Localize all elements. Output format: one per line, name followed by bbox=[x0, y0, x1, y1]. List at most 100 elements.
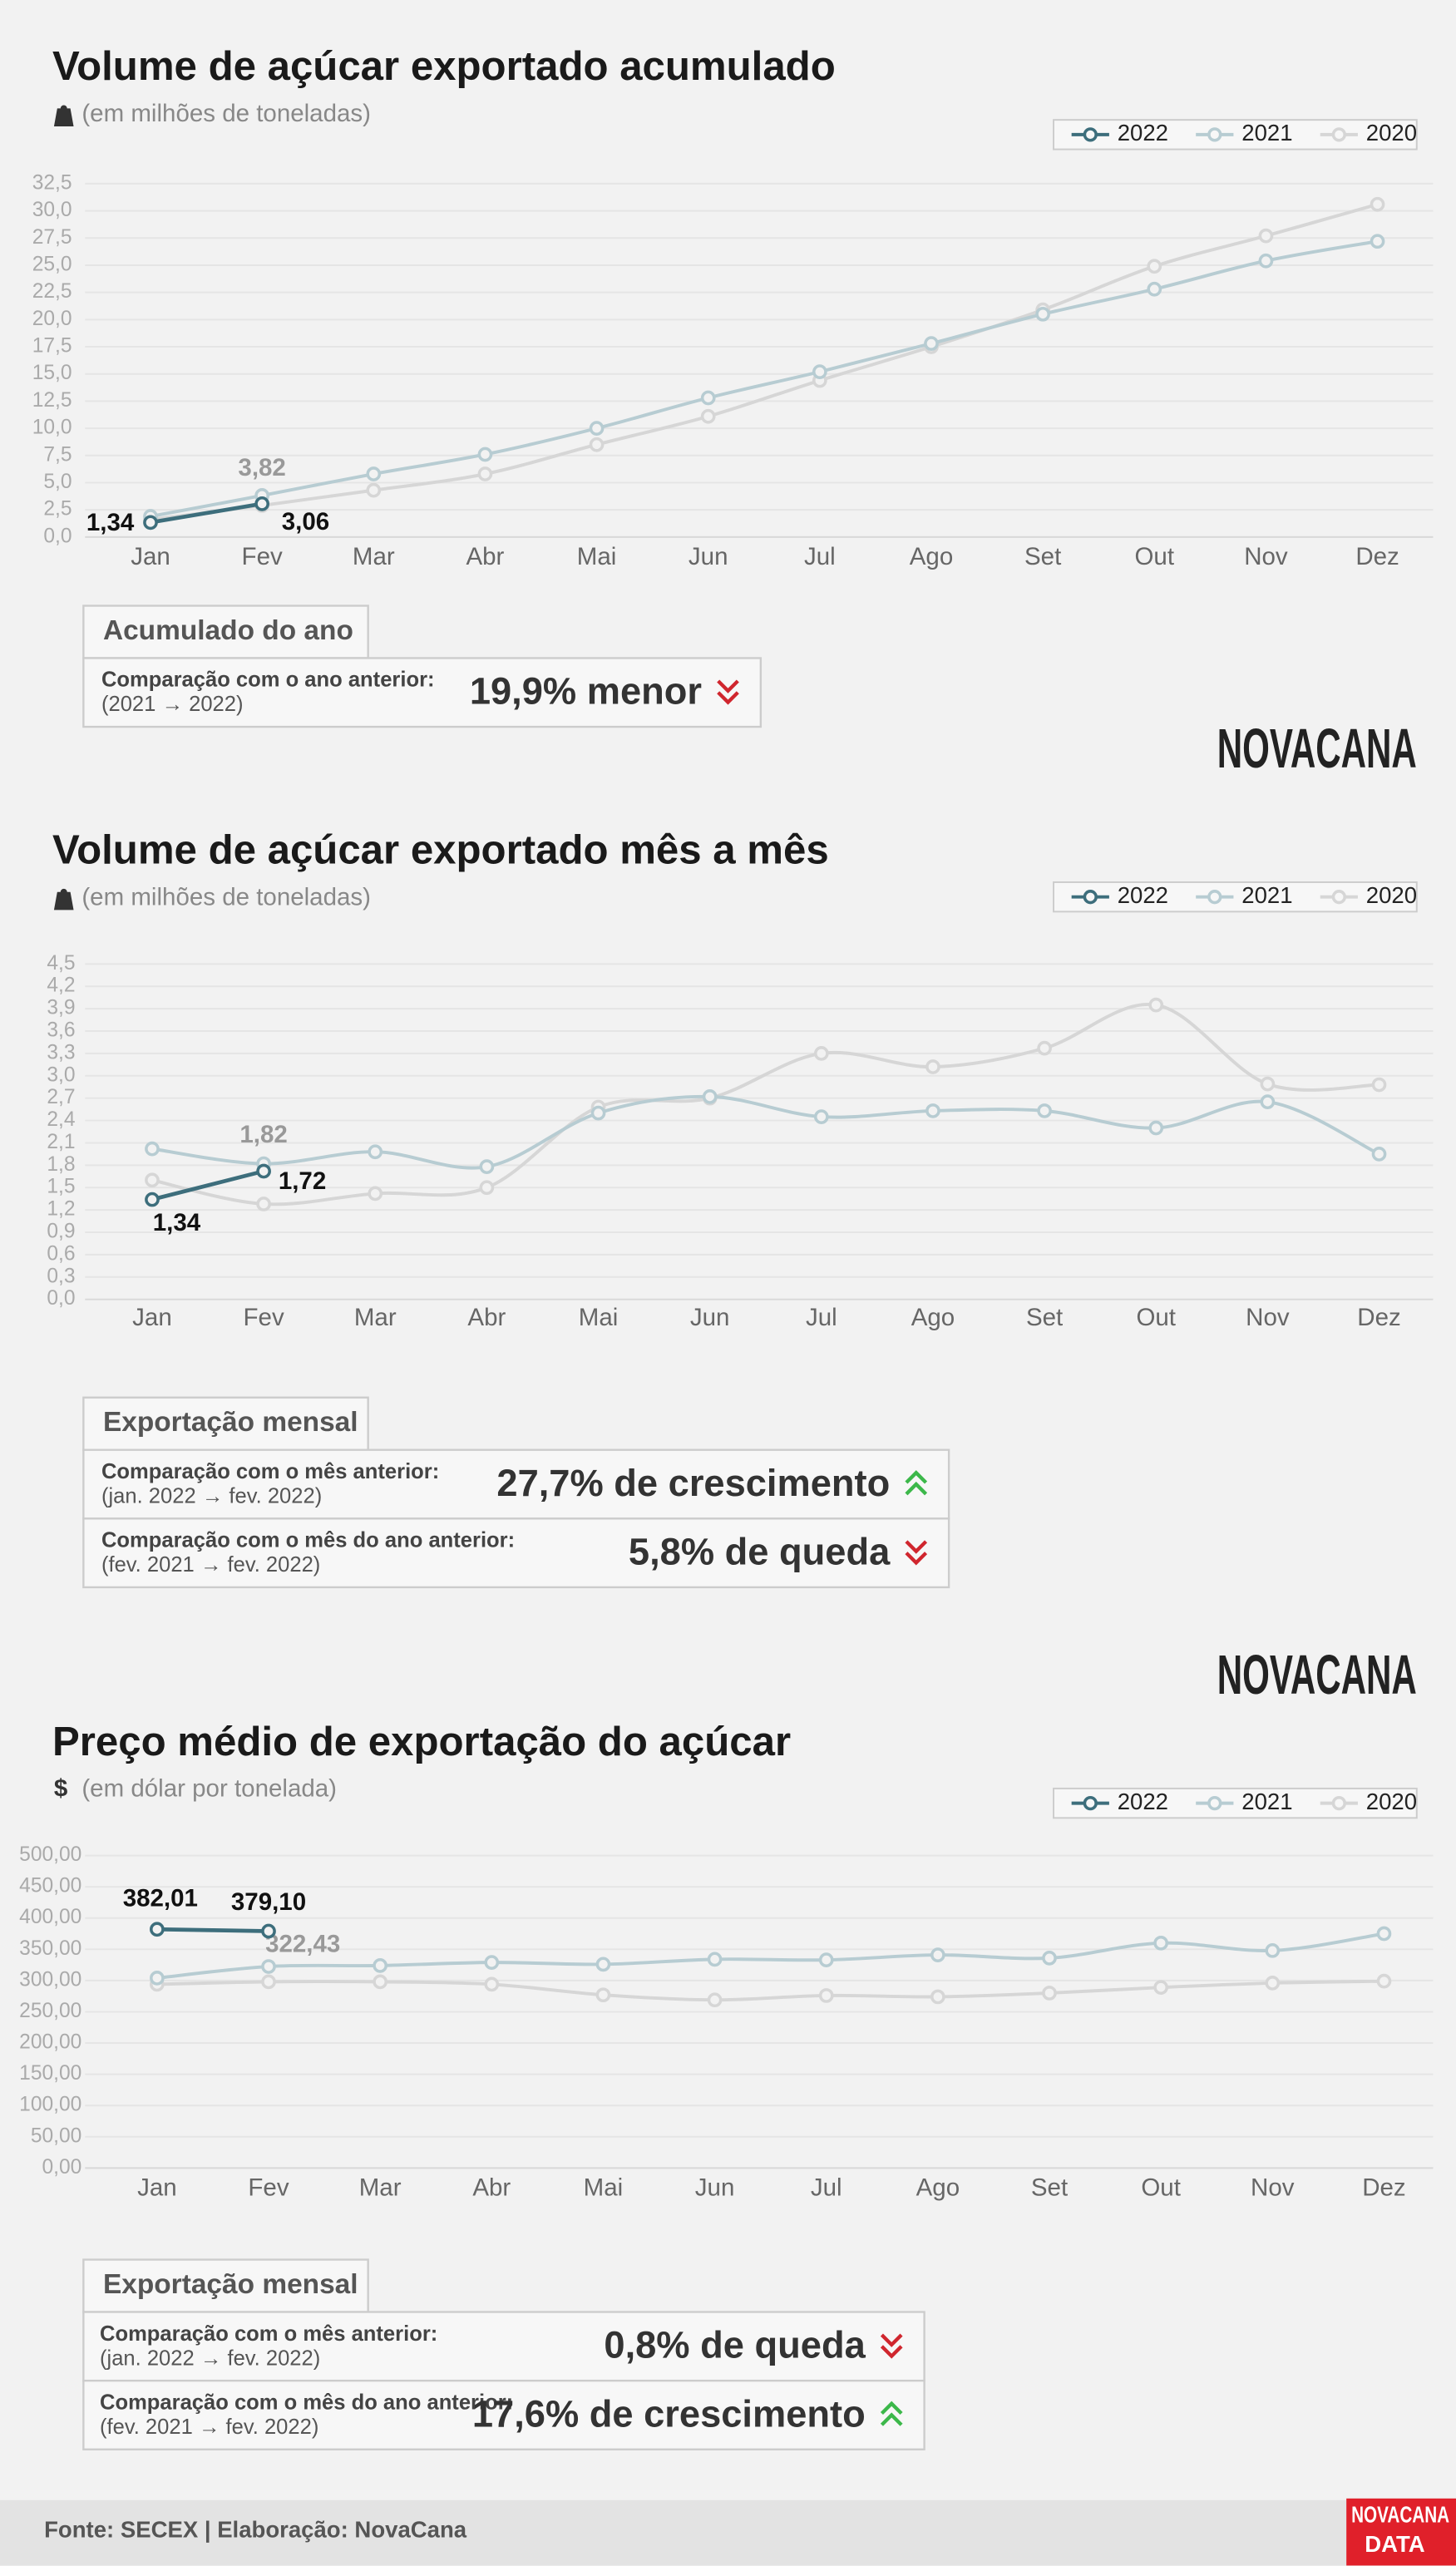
panel-row bbox=[82, 2311, 925, 2382]
x-tick-label: Nov bbox=[1246, 1304, 1290, 1331]
y-tick-label: 0,3 bbox=[47, 1265, 75, 1287]
legend-label: 2020 bbox=[1366, 1789, 1417, 1814]
data-point bbox=[1265, 1942, 1281, 1958]
data-point bbox=[366, 482, 382, 498]
legend-label: 2020 bbox=[1366, 120, 1417, 146]
y-tick-label: 1,2 bbox=[47, 1198, 75, 1221]
row-label: Comparação com o mês do ano anterior: bbox=[101, 1529, 515, 1552]
data-point bbox=[366, 466, 382, 481]
x-tick-label: Jun bbox=[690, 1304, 730, 1331]
legend-label: 2021 bbox=[1241, 1789, 1292, 1814]
row-period: (fev. 2021 → fev. 2022) bbox=[101, 1553, 320, 1577]
footer-logo: NOVACANA bbox=[1351, 2502, 1449, 2528]
x-tick-label: Jan bbox=[132, 1304, 172, 1331]
legend-label: 2021 bbox=[1241, 882, 1292, 908]
y-tick-label: 32,5 bbox=[32, 171, 72, 194]
y-tick-label: 15,0 bbox=[32, 362, 72, 384]
legend-marker bbox=[1083, 890, 1098, 905]
row-label: Comparação com o ano anterior: bbox=[101, 669, 435, 692]
panel-row bbox=[82, 657, 763, 728]
legend-marker bbox=[1207, 890, 1222, 905]
chart-title: Volume de açúcar exportado mês a mês bbox=[52, 827, 829, 873]
x-tick-label: Mai bbox=[584, 2174, 624, 2202]
y-tick-label: 4,5 bbox=[47, 952, 75, 975]
panel-title: Exportação mensal bbox=[103, 2269, 358, 2300]
y-tick-label: 3,0 bbox=[47, 1063, 75, 1086]
series-line bbox=[151, 1094, 1380, 1170]
y-tick-label: 0,9 bbox=[47, 1221, 75, 1243]
x-tick-label: Nov bbox=[1244, 543, 1288, 570]
x-tick-label: Out bbox=[1134, 543, 1174, 570]
legend-marker bbox=[1083, 1795, 1098, 1811]
data-point bbox=[818, 1952, 834, 1967]
brand-logo: NOVACANA bbox=[1217, 718, 1417, 780]
x-tick-label: Jul bbox=[811, 2174, 842, 2202]
data-point bbox=[924, 336, 939, 351]
y-tick-label: 20,0 bbox=[32, 308, 72, 330]
x-tick-label: Out bbox=[1141, 2174, 1181, 2202]
data-label: 1,82 bbox=[239, 1121, 287, 1148]
legend-label: 2022 bbox=[1118, 882, 1168, 908]
legend-label: 2022 bbox=[1118, 120, 1168, 146]
data-point bbox=[373, 1974, 388, 1990]
panel-title: Exportação mensal bbox=[103, 1407, 358, 1438]
data-point bbox=[484, 1955, 500, 1970]
trend-up-icon bbox=[905, 1470, 928, 1496]
y-tick-label: 300,00 bbox=[19, 1968, 81, 1991]
y-tick-label: 5,0 bbox=[43, 471, 72, 493]
y-tick-label: 350,00 bbox=[19, 1937, 81, 1960]
x-tick-label: Mai bbox=[579, 1304, 619, 1331]
data-point bbox=[1376, 1973, 1392, 1989]
trend-up-icon bbox=[880, 2401, 903, 2426]
data-label: 322,43 bbox=[265, 1930, 340, 1957]
panel-tab bbox=[82, 1396, 369, 1451]
data-point bbox=[930, 1947, 945, 1962]
data-point bbox=[373, 1958, 388, 1973]
data-point bbox=[150, 1922, 165, 1937]
x-tick-label: Abr bbox=[466, 543, 504, 570]
panel-tab bbox=[82, 604, 369, 659]
row-result: 27,7% de crescimento bbox=[496, 1462, 890, 1504]
data-point bbox=[479, 1180, 495, 1196]
row-period: (fev. 2021 → fev. 2022) bbox=[100, 2415, 318, 2439]
data-point bbox=[1042, 1986, 1057, 2001]
x-tick-label: Abr bbox=[467, 1304, 506, 1331]
data-point bbox=[477, 466, 493, 481]
data-point bbox=[1376, 1926, 1392, 1942]
y-tick-label: 50,00 bbox=[31, 2124, 82, 2147]
x-tick-label: Nov bbox=[1251, 2174, 1295, 2202]
y-tick-label: 450,00 bbox=[19, 1875, 81, 1897]
data-point bbox=[1258, 253, 1274, 269]
y-tick-label: 2,7 bbox=[47, 1086, 75, 1108]
y-tick-label: 0,0 bbox=[43, 525, 72, 547]
data-point bbox=[256, 1197, 271, 1211]
x-tick-label: Ago bbox=[916, 2174, 960, 2202]
x-tick-label: Fev bbox=[242, 543, 283, 570]
data-point bbox=[1260, 1094, 1276, 1110]
y-tick-label: 2,5 bbox=[43, 498, 72, 521]
data-point bbox=[925, 1059, 940, 1074]
data-point bbox=[1371, 1147, 1387, 1162]
data-label: 3,06 bbox=[282, 508, 329, 535]
panel-row bbox=[82, 2379, 925, 2450]
row-label: Comparação com o mês anterior: bbox=[100, 2322, 437, 2346]
x-tick-label: Dez bbox=[1355, 543, 1399, 570]
y-tick-label: 1,8 bbox=[47, 1153, 75, 1176]
row-result: 5,8% de queda bbox=[629, 1531, 891, 1573]
data-point bbox=[143, 515, 158, 530]
data-point bbox=[700, 390, 716, 406]
data-point bbox=[1042, 1950, 1057, 1966]
series-line bbox=[151, 1169, 264, 1202]
chart-subtitle: (em dólar por tonelada) bbox=[81, 1775, 337, 1803]
data-label: 382,01 bbox=[123, 1885, 198, 1912]
weight-icon bbox=[53, 105, 74, 127]
x-tick-label: Jul bbox=[806, 1304, 837, 1331]
data-point bbox=[1370, 196, 1385, 212]
series-line bbox=[156, 1927, 269, 1933]
y-tick-label: 250,00 bbox=[19, 2000, 81, 2022]
data-point bbox=[145, 1172, 160, 1188]
row-period: (2021 → 2022) bbox=[101, 693, 244, 716]
legend-label: 2021 bbox=[1241, 120, 1292, 146]
